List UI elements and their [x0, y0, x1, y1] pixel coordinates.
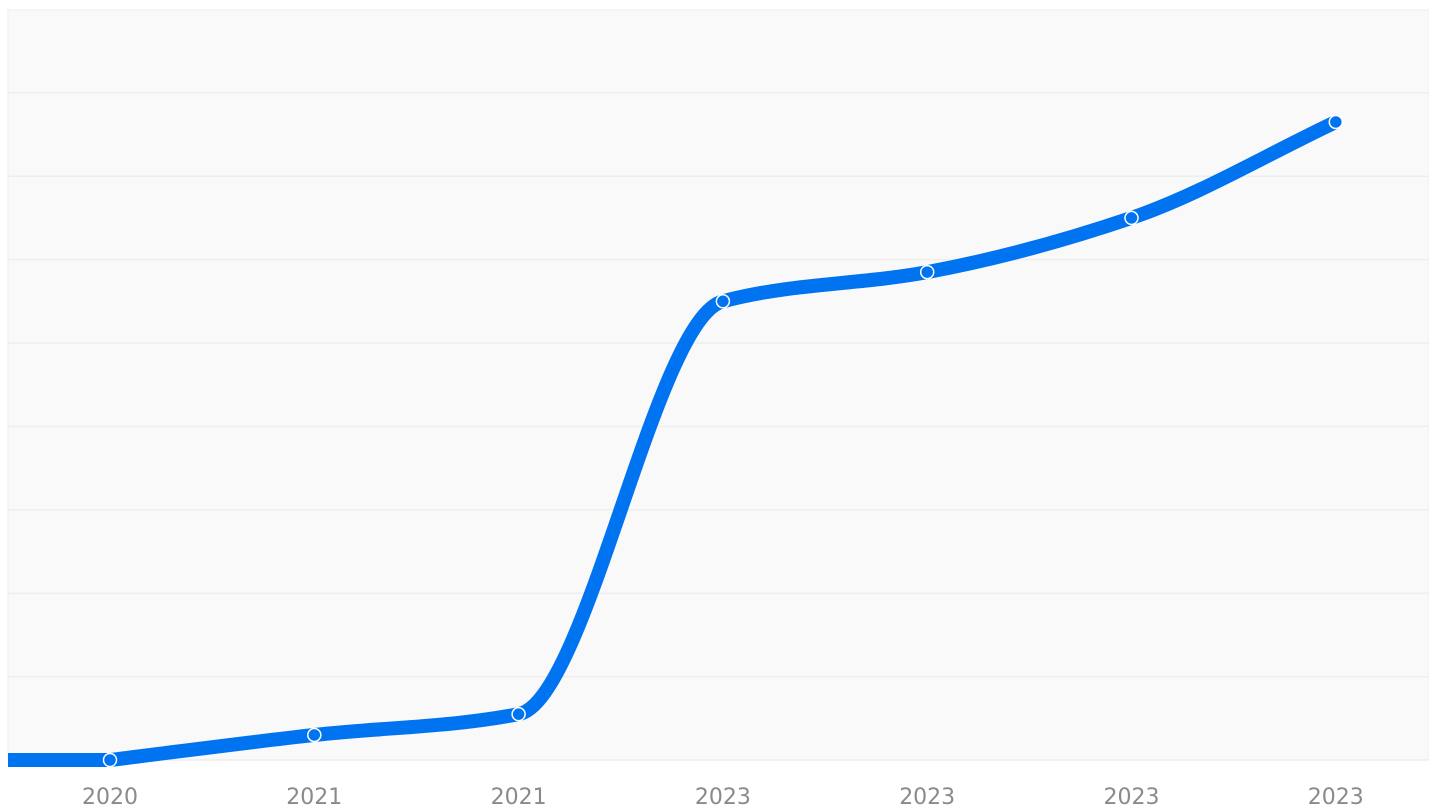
- data-point[interactable]: [511, 706, 526, 722]
- gridlines: [8, 92, 1429, 761]
- x-tick-label: 2023: [695, 785, 751, 810]
- data-point[interactable]: [102, 752, 118, 768]
- x-tick-label: 2021: [286, 785, 342, 810]
- x-tick-label: 2023: [1308, 785, 1364, 810]
- data-point[interactable]: [715, 294, 731, 309]
- data-point[interactable]: [1328, 114, 1344, 130]
- data-point[interactable]: [919, 264, 935, 280]
- x-tick-label: 2020: [82, 785, 138, 810]
- x-tick-label: 2023: [899, 785, 955, 810]
- plot-background: [7, 9, 1429, 761]
- data-point[interactable]: [1124, 210, 1139, 226]
- marker-layer: [102, 114, 1344, 768]
- x-tick-label: 2021: [491, 785, 547, 810]
- data-point[interactable]: [307, 727, 322, 743]
- x-tick-label: 2023: [1104, 785, 1160, 810]
- x-axis-tick-labels: 2020 2021 2021 2023 2023 2023 2023: [82, 785, 1364, 810]
